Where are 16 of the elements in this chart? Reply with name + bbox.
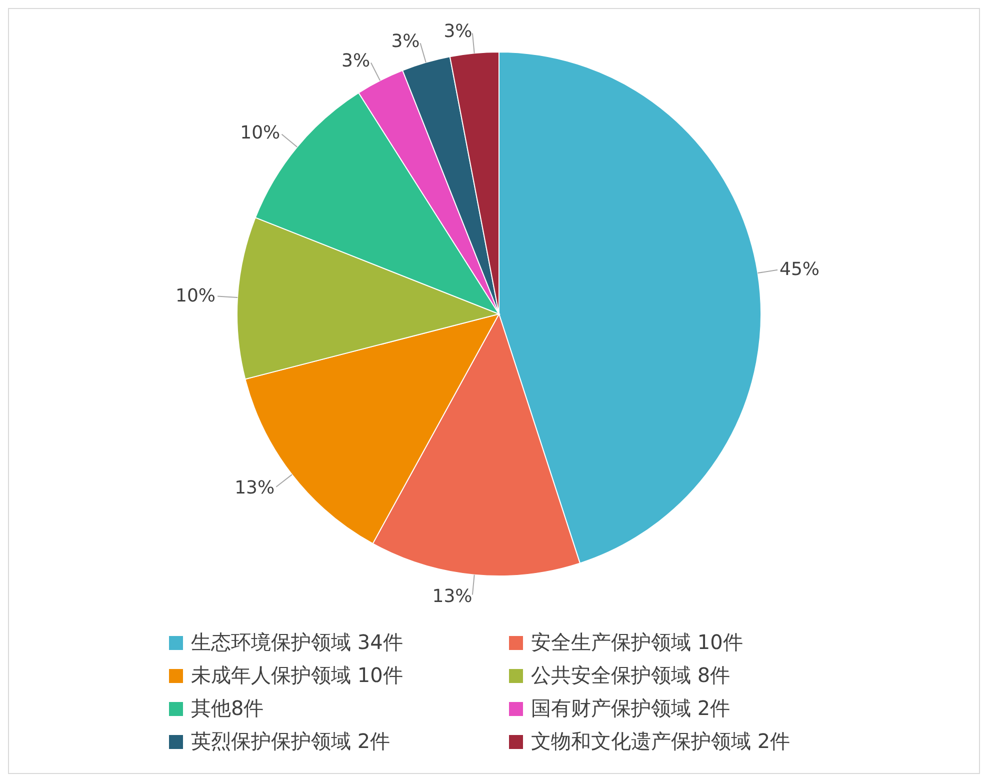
legend-label: 英烈保护保护领域 2件 bbox=[191, 728, 390, 755]
legend-label: 公共安全保护领域 8件 bbox=[531, 662, 730, 689]
data-label: 45% bbox=[780, 259, 820, 280]
data-label: 10% bbox=[240, 122, 280, 144]
data-label: 13% bbox=[432, 586, 472, 608]
data-label: 3% bbox=[342, 50, 370, 72]
legend-label: 文物和文化遗产保护领域 2件 bbox=[531, 728, 790, 755]
data-label: 13% bbox=[234, 478, 275, 499]
legend-label: 未成年人保护领域 10件 bbox=[191, 662, 403, 689]
data-label: 3% bbox=[444, 20, 472, 42]
legend-label: 安全生产保护领域 10件 bbox=[531, 629, 743, 656]
data-label: 10% bbox=[176, 286, 216, 307]
legend-label: 生态环境保护领域 34件 bbox=[191, 629, 403, 656]
legend-label: 国有财产保护领域 2件 bbox=[531, 695, 730, 722]
legend-label: 其他8件 bbox=[191, 695, 264, 722]
data-label: 3% bbox=[391, 30, 420, 52]
